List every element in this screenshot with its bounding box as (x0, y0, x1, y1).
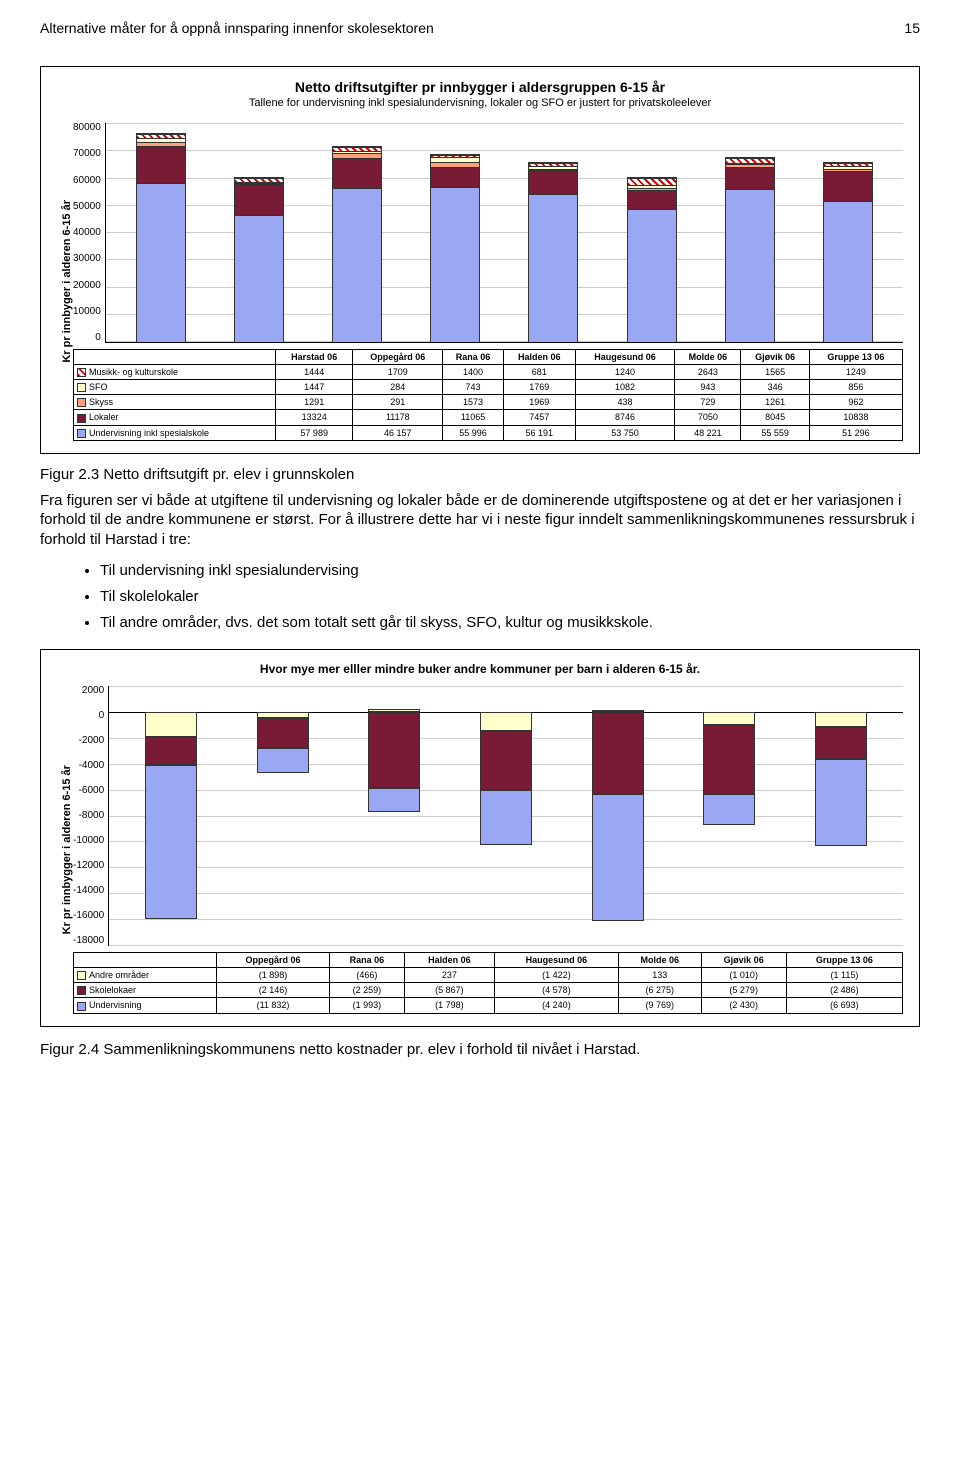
chart2-bar (815, 686, 867, 946)
chart1-bar (627, 177, 677, 342)
chart1-plot (105, 123, 903, 343)
chart2-box: Hvor mye mer elller mindre buker andre k… (40, 649, 920, 1026)
figure-caption-1: Figur 2.3 Netto driftsutgift pr. elev i … (40, 466, 920, 483)
chart2-bar (703, 686, 755, 946)
chart1-bar (332, 146, 382, 342)
chart1-bar (234, 177, 284, 342)
chart2-title: Hvor mye mer elller mindre buker andre k… (57, 662, 903, 676)
chart2-bar (480, 686, 532, 946)
chart1-box: Netto driftsutgifter pr innbygger i alde… (40, 66, 920, 454)
chart1-bar (823, 162, 873, 342)
chart2-yticks: 20000-2000-4000-6000-8000-10000-12000-14… (73, 686, 108, 946)
chart1-bar (430, 154, 480, 342)
chart2-table: Oppegård 06Rana 06Halden 06Haugesund 06M… (73, 952, 903, 1013)
header-right: 15 (904, 20, 920, 36)
chart1-yticks: 8000070000600005000040000300002000010000… (73, 123, 105, 343)
chart2-bar (592, 686, 644, 946)
body-paragraph: Fra figuren ser vi både at utgiftene til… (40, 491, 920, 550)
page-header: Alternative måter for å oppnå innsparing… (40, 20, 920, 36)
bullet-item: Til andre områder, dvs. det som totalt s… (100, 611, 920, 635)
chart1-bar (528, 162, 578, 342)
figure-caption-2: Figur 2.4 Sammenlikningskommunens netto … (40, 1041, 920, 1058)
chart1-table: Harstad 06Oppegård 06Rana 06Halden 06Hau… (73, 349, 903, 441)
bullet-item: Til undervisning inkl spesialundervising (100, 559, 920, 583)
chart1-bar (725, 157, 775, 342)
chart2-bar (145, 686, 197, 946)
chart2-bar (368, 686, 420, 946)
header-left: Alternative måter for å oppnå innsparing… (40, 20, 434, 36)
chart2-bar (257, 686, 309, 946)
chart2-ylabel: Kr pr innbygger i alderen 6-15 år (57, 686, 73, 1013)
chart1-title: Netto driftsutgifter pr innbygger i alde… (57, 79, 903, 95)
bullet-list: Til undervisning inkl spesialundervising… (100, 559, 920, 635)
chart1-ylabel: Kr pr innbyger i alderen 6-15 år (57, 123, 73, 441)
chart1-subtitle: Tallene for undervisning inkl spesialund… (57, 97, 903, 109)
bullet-item: Til skolelokaler (100, 585, 920, 609)
chart2-plot (108, 686, 903, 946)
chart1-bar (136, 133, 186, 342)
